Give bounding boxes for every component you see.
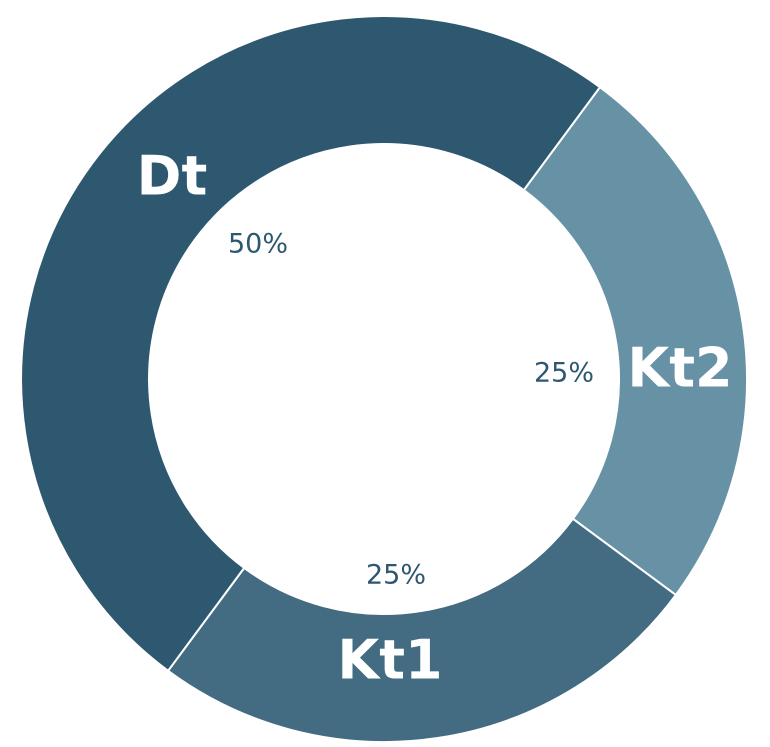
value-label-kt2: 25% (534, 358, 594, 389)
value-label-kt1: 25% (366, 560, 426, 591)
slices-layer (20, 15, 748, 743)
segment-label-kt2: Kt2 (627, 337, 732, 400)
slice-kt1 (166, 517, 678, 743)
segment-label-kt1: Kt1 (337, 629, 442, 692)
segment-label-dt: Dt (137, 145, 208, 208)
slice-kt2 (522, 85, 748, 597)
labels-layer: Dt 50% Kt1 25% Kt2 25% (137, 145, 733, 692)
slice-dt (20, 15, 602, 673)
value-label-dt: 50% (228, 229, 288, 260)
